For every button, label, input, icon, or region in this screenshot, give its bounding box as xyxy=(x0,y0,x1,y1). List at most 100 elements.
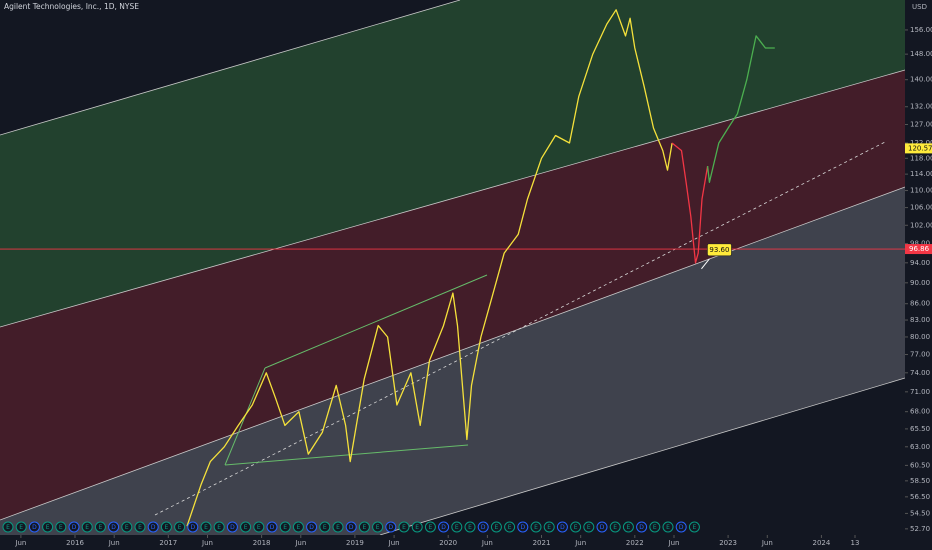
y-tick-label: 74.00 xyxy=(910,369,930,377)
event-marker xyxy=(306,521,318,533)
event-marker xyxy=(332,521,344,533)
event-marker xyxy=(609,521,621,533)
event-marker xyxy=(147,521,159,533)
event-letter: D xyxy=(230,524,235,531)
event-letter: E xyxy=(257,524,261,531)
event-letter: E xyxy=(495,524,499,531)
event-letter: E xyxy=(376,524,380,531)
event-marker xyxy=(583,521,595,533)
event-letter: E xyxy=(59,524,63,531)
event-marker xyxy=(68,521,80,533)
x-tick-label: Jun xyxy=(108,539,120,547)
upper-band xyxy=(0,0,905,327)
event-marker xyxy=(424,521,436,533)
event-marker xyxy=(688,521,700,533)
x-tick-label: Jun xyxy=(14,539,26,547)
y-tick-label: 106.00 xyxy=(910,204,932,212)
y-tick-label: 63.00 xyxy=(910,443,930,451)
event-marker xyxy=(55,521,67,533)
event-marker xyxy=(517,521,529,533)
event-letter: E xyxy=(283,524,287,531)
trend-line xyxy=(154,141,886,516)
event-letter: D xyxy=(32,524,37,531)
line-price-box xyxy=(905,244,932,255)
event-marker xyxy=(477,521,489,533)
event-letter: E xyxy=(508,524,512,531)
event-letter: D xyxy=(639,524,644,531)
y-tick-label: 118.00 xyxy=(910,154,932,162)
event-marker xyxy=(213,521,225,533)
x-tick-label: Jun xyxy=(761,539,773,547)
x-tick-label: 2020 xyxy=(439,539,457,547)
event-marker xyxy=(187,521,199,533)
event-letter: D xyxy=(349,524,354,531)
callout-box xyxy=(707,243,732,257)
event-letter: D xyxy=(679,524,684,531)
event-letter: D xyxy=(520,524,525,531)
event-marker xyxy=(372,521,384,533)
chart-title: Agilent Technologies, Inc., 1D, NYSE xyxy=(4,2,139,11)
event-letter: E xyxy=(323,524,327,531)
event-marker xyxy=(226,521,238,533)
event-letter: E xyxy=(402,524,406,531)
y-tick-label: 77.00 xyxy=(910,351,930,359)
event-letter: E xyxy=(244,524,248,531)
x-tick-label: 2023 xyxy=(719,539,737,547)
event-letter: E xyxy=(46,524,50,531)
event-letter: E xyxy=(138,524,142,531)
event-letter: E xyxy=(217,524,221,531)
currency: USD xyxy=(912,3,927,11)
event-letter: E xyxy=(336,524,340,531)
event-marker xyxy=(358,521,370,533)
channel-line xyxy=(0,69,906,328)
event-marker xyxy=(596,521,608,533)
x-tick-label: Jun xyxy=(201,539,213,547)
y-tick-label: 65.50 xyxy=(910,425,930,433)
event-letter: E xyxy=(85,524,89,531)
event-marker xyxy=(121,521,133,533)
event-letter: E xyxy=(534,524,538,531)
last-price-label: 120.57 xyxy=(908,144,932,152)
event-marker xyxy=(649,521,661,533)
x-tick-label: 2022 xyxy=(626,539,644,547)
x-tick-label: 2019 xyxy=(346,539,364,547)
y-tick-label: 127.00 xyxy=(910,120,932,128)
y-tick-label: 90.00 xyxy=(910,279,930,287)
event-letter: E xyxy=(587,524,591,531)
x-tick-label: 2024 xyxy=(812,539,830,547)
y-tick-label: 94.00 xyxy=(910,259,930,267)
y-tick-label: 114.00 xyxy=(910,170,932,178)
y-tick-label: 83.00 xyxy=(910,316,930,324)
event-letter: E xyxy=(99,524,103,531)
event-marker xyxy=(543,521,555,533)
y-tick-label: 132.00 xyxy=(910,103,932,111)
event-letter: D xyxy=(481,524,486,531)
event-marker xyxy=(266,521,278,533)
price-axis xyxy=(905,0,932,550)
event-marker xyxy=(345,521,357,533)
event-marker xyxy=(504,521,516,533)
x-tick-label: Jun xyxy=(574,539,586,547)
line-price-label: 96.86 xyxy=(909,245,930,253)
event-letter: E xyxy=(547,524,551,531)
y-tick-label: 110.00 xyxy=(910,187,932,195)
event-letter: D xyxy=(190,524,195,531)
time-axis xyxy=(0,535,905,550)
x-tick-label: 2021 xyxy=(533,539,551,547)
y-tick-label: 68.00 xyxy=(910,408,930,416)
x-tick-label: Jun xyxy=(481,539,493,547)
y-tick-label: 98.00 xyxy=(910,240,930,248)
event-marker xyxy=(411,521,423,533)
price-line xyxy=(706,35,775,183)
event-letter: D xyxy=(388,524,393,531)
y-tick-label: 86.00 xyxy=(910,300,930,308)
event-letter: D xyxy=(270,524,275,531)
y-tick-label: 60.50 xyxy=(910,461,930,469)
event-letter: E xyxy=(125,524,129,531)
event-letter: D xyxy=(309,524,314,531)
event-marker xyxy=(240,521,252,533)
y-tick-label: 54.50 xyxy=(910,509,930,517)
